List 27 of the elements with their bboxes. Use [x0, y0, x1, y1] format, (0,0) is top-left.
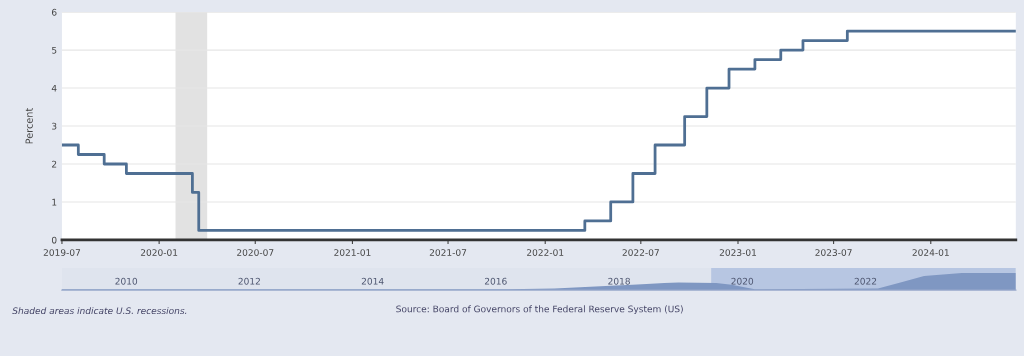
x-tick-label: 2020-07: [237, 249, 274, 256]
text: Shaded areas indicate U.S. recessions.: [12, 307, 187, 315]
y-tick-label: 4: [51, 84, 57, 92]
y-axis-title: Percent: [25, 107, 33, 144]
x-tick-label: 2023-07: [815, 249, 852, 256]
y-tick-label: 2: [52, 160, 57, 168]
y-tick-label: 0: [51, 236, 57, 244]
x-tick-label: 2021-07: [429, 249, 467, 256]
x-tick-label: 2010: [115, 277, 138, 285]
x-tick-label: 2021-01: [334, 249, 371, 256]
source-note: Source: Board of Governors of the Federal Reserve System (US): [396, 305, 683, 315]
y-tick-label: 3: [52, 122, 57, 130]
x-tick-label: 2022: [854, 277, 877, 285]
y-tick-label: 5: [52, 46, 57, 54]
x-tick-label: 2020: [731, 277, 754, 285]
x-tick-label: 2018: [608, 277, 630, 285]
x-tick-label: 2019-07: [43, 249, 81, 256]
x-tick-label: 2020-01: [140, 249, 178, 256]
x-tick-label: 2023-01: [719, 249, 757, 256]
x-tick-label: 2022-01: [527, 249, 564, 256]
x-tick-label: 2012: [238, 277, 260, 285]
x-tick-label: 2022-07: [622, 249, 659, 256]
x-tick-label: 2016: [484, 277, 507, 285]
y-tick-label: 1: [52, 198, 57, 206]
y-tick-label: 6: [51, 8, 57, 16]
x-tick-label: 2024-01: [912, 249, 949, 256]
x-tick-label: 2014: [361, 277, 384, 285]
